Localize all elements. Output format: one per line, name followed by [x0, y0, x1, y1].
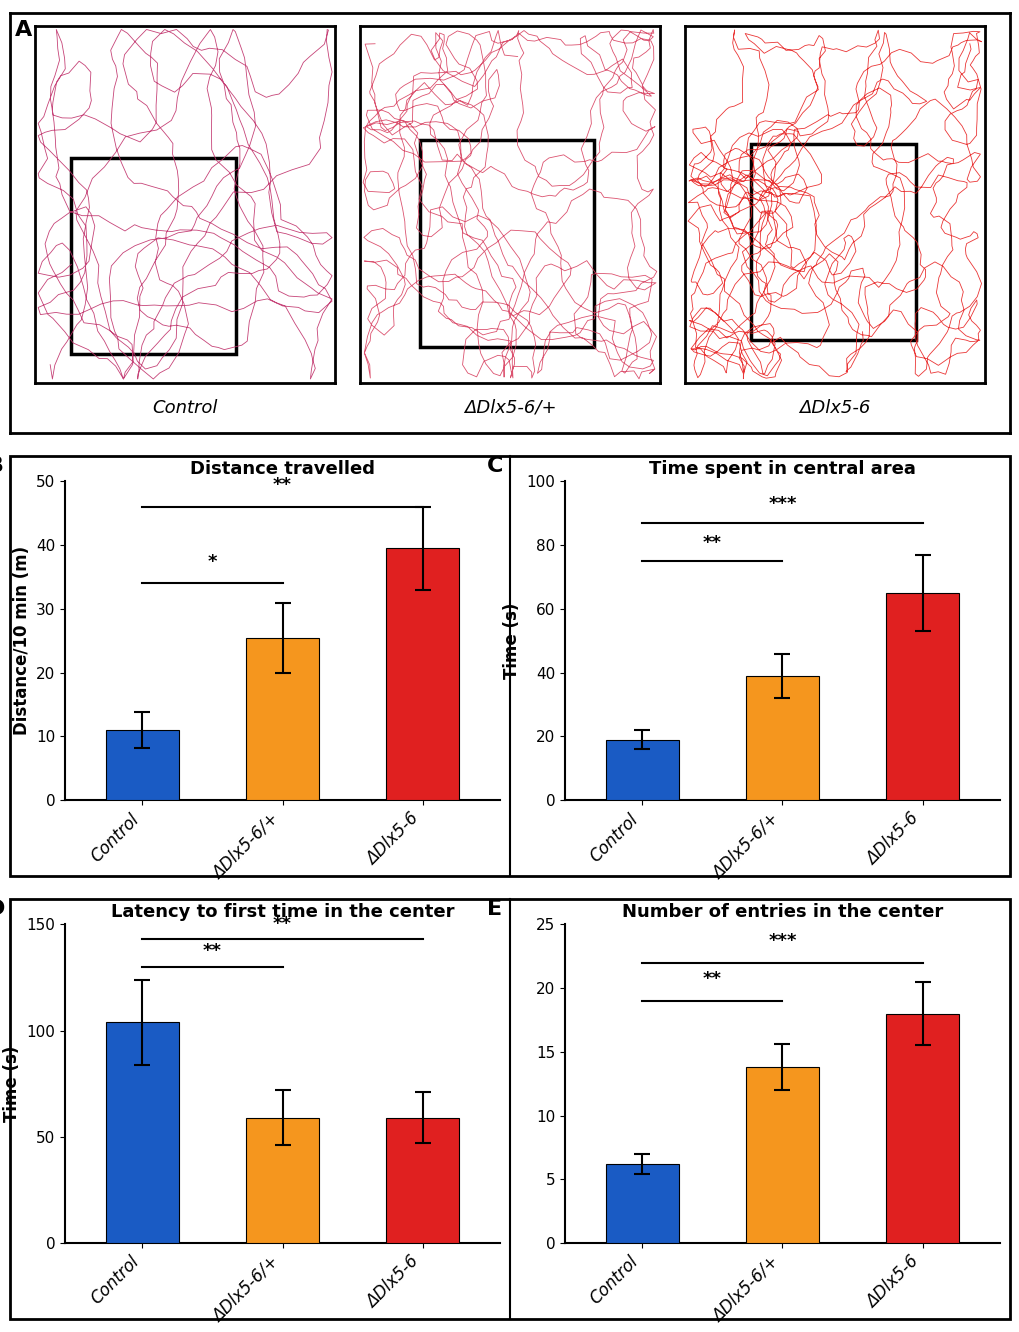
Text: C: C [486, 456, 502, 476]
Title: Distance travelled: Distance travelled [190, 461, 375, 478]
Text: **: ** [702, 970, 721, 988]
Bar [106, 730, 178, 801]
Text: B: B [0, 456, 4, 476]
Bar [246, 638, 319, 801]
Text: ΔDlx5-6/+: ΔDlx5-6/+ [464, 398, 555, 417]
Text: ***: *** [767, 932, 796, 950]
Title: Time spent in central area: Time spent in central area [648, 461, 915, 478]
Text: **: ** [702, 534, 721, 551]
Title: Number of entries in the center: Number of entries in the center [622, 903, 943, 922]
Bar [750, 144, 915, 340]
Bar [886, 1014, 958, 1243]
Bar [106, 1022, 178, 1243]
Bar [420, 140, 593, 346]
Text: ***: *** [767, 496, 796, 513]
Bar [886, 593, 958, 801]
Text: **: ** [203, 943, 222, 960]
Text: *: * [208, 553, 217, 570]
Y-axis label: Distance/10 min (m): Distance/10 min (m) [12, 546, 31, 735]
Bar [71, 159, 235, 354]
Bar [745, 1067, 818, 1243]
Text: D: D [0, 899, 5, 919]
Bar [386, 549, 459, 801]
Bar [386, 1118, 459, 1243]
Text: **: ** [273, 476, 291, 494]
Bar [605, 739, 678, 801]
Text: **: ** [273, 915, 291, 932]
Text: Control: Control [152, 398, 218, 417]
Text: ΔDlx5-6: ΔDlx5-6 [799, 398, 869, 417]
Text: E: E [486, 899, 501, 919]
Bar [605, 1164, 678, 1243]
Y-axis label: Time (s): Time (s) [502, 602, 521, 679]
Text: A: A [15, 20, 33, 40]
Title: Latency to first time in the center: Latency to first time in the center [111, 903, 453, 922]
Y-axis label: Time (s): Time (s) [3, 1046, 21, 1122]
Bar [745, 675, 818, 801]
Bar [246, 1118, 319, 1243]
